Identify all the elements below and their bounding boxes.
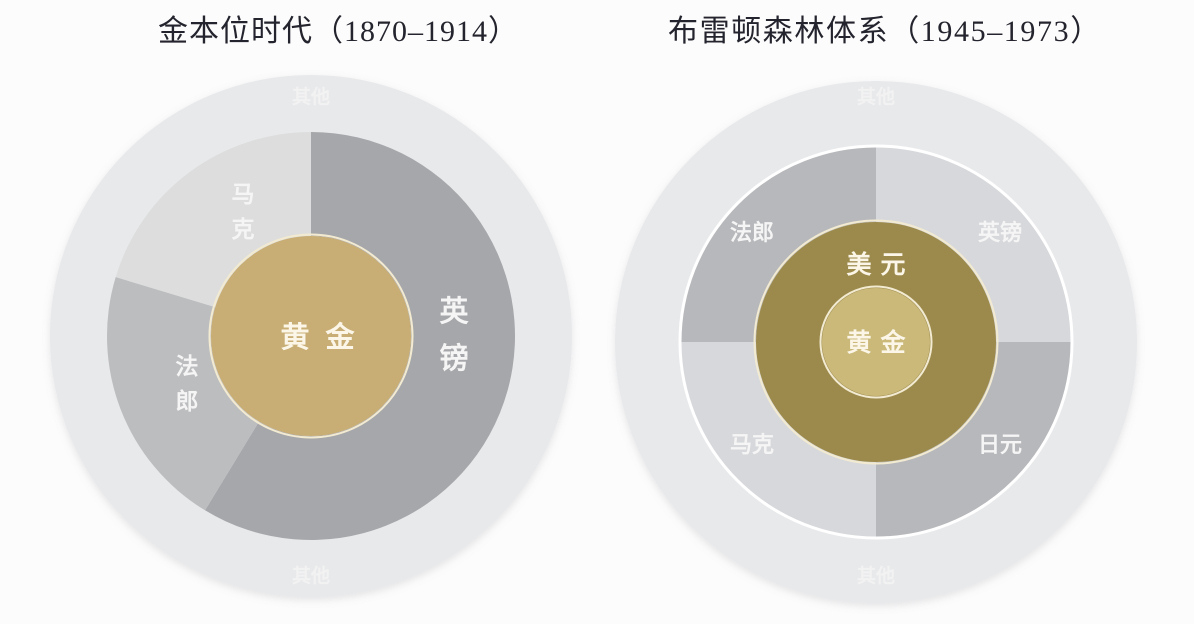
svg-text:黄: 黄 (846, 329, 871, 357)
svg-text:美: 美 (846, 250, 871, 279)
svg-text:其他: 其他 (857, 85, 895, 108)
svg-text:马克: 马克 (730, 432, 774, 457)
svg-text:其他: 其他 (857, 564, 895, 587)
svg-text:英镑: 英镑 (978, 220, 1022, 245)
svg-text:金: 金 (879, 328, 906, 357)
svg-text:日元: 日元 (978, 432, 1022, 457)
svg-text:元: 元 (880, 252, 905, 279)
svg-text:法郎: 法郎 (730, 220, 774, 245)
